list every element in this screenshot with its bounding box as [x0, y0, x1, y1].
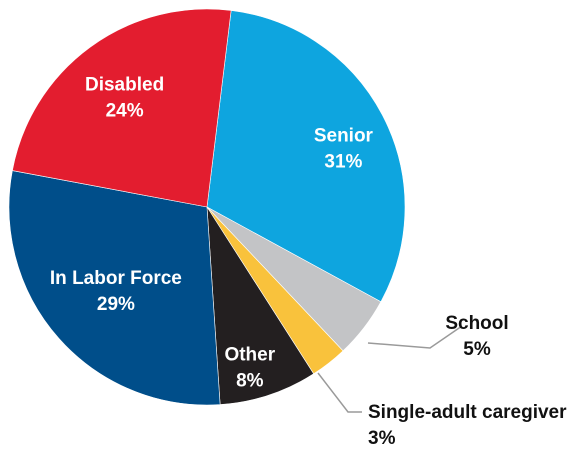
slice-label-single-adult-caregiver: Single-adult caregiver: [368, 402, 567, 423]
leader-lines: [317, 325, 463, 413]
slice-label-disabled: Disabled: [85, 74, 164, 95]
pie-slice-senior: [206, 10, 406, 303]
slice-labels: Senior 31% School 5% Single-adult caregiver 3…: [50, 74, 567, 449]
slice-value-disabled: 24%: [106, 100, 144, 121]
slice-label-other: Other: [224, 345, 275, 366]
slice-value-senior: 31%: [324, 152, 362, 173]
slice-value-single-adult-caregiver: 3%: [368, 428, 396, 449]
pie-slice-in-labor-force: [8, 170, 221, 406]
pie-slice-other: [206, 206, 315, 405]
slice-value-other: 8%: [236, 371, 264, 392]
leader-line-school: [367, 325, 463, 349]
slice-label-senior: Senior: [314, 126, 374, 147]
slice-value-school: 5%: [463, 339, 491, 360]
slice-value-in-labor-force: 29%: [97, 294, 135, 315]
slice-label-school: School: [445, 313, 508, 334]
pie-slices: [8, 8, 406, 406]
slice-label-in-labor-force: In Labor Force: [50, 268, 182, 289]
leader-line-single-adult-caregiver: [317, 372, 362, 413]
pie-slice-disabled: [12, 8, 232, 208]
